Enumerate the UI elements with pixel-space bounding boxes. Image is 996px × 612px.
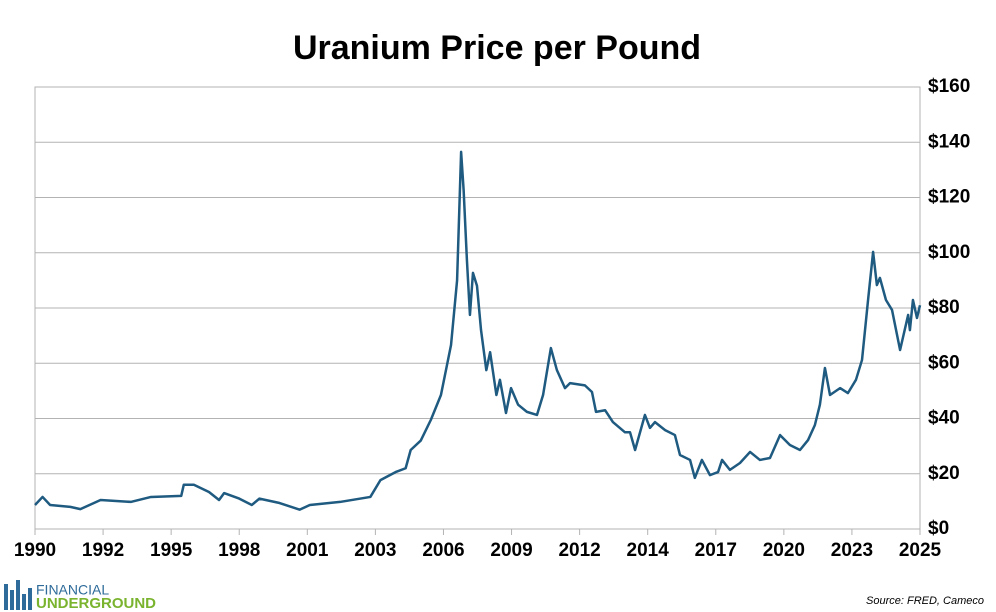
chart-title: Uranium Price per Pound xyxy=(293,29,701,67)
x-tick-label: 2003 xyxy=(354,540,396,561)
y-tick-label: $20 xyxy=(928,463,960,484)
y-tick-label: $140 xyxy=(928,131,970,152)
x-tick-label: 2025 xyxy=(899,540,942,561)
x-tick-label: 2020 xyxy=(763,540,805,561)
y-tick-label: $40 xyxy=(928,408,960,429)
x-tick-label: 2009 xyxy=(490,540,532,561)
y-tick-label: $80 xyxy=(928,297,960,318)
logo-bar xyxy=(16,580,20,610)
logo-bar xyxy=(10,590,14,610)
y-tick-label: $0 xyxy=(928,518,949,539)
x-tick-label: 2012 xyxy=(558,540,600,561)
y-tick-label: $160 xyxy=(928,76,970,97)
logo-bar xyxy=(4,584,8,610)
x-tick-label: 1992 xyxy=(82,540,124,561)
logo-bottom: UNDERGROUND xyxy=(36,595,156,612)
logo: FINANCIAL UNDERGROUND xyxy=(4,580,156,612)
logo-bar xyxy=(22,594,26,610)
x-tick-label: 1995 xyxy=(150,540,193,561)
y-tick-label: $60 xyxy=(928,352,960,373)
y-tick-label: $100 xyxy=(928,242,970,263)
x-tick-label: 2001 xyxy=(286,540,329,561)
x-tick-label: 2006 xyxy=(422,540,464,561)
line xyxy=(34,150,922,511)
x-tick-label: 2014 xyxy=(627,540,670,561)
x-tick-label: 2023 xyxy=(831,540,873,561)
x-tick-label: 1990 xyxy=(14,540,56,561)
x-tick-label: 1998 xyxy=(218,540,260,561)
logo-bar xyxy=(28,588,32,610)
logo-top: FINANCIAL xyxy=(36,582,109,598)
y-tick-label: $120 xyxy=(928,187,970,208)
x-tick-label: 2017 xyxy=(695,540,737,561)
source: Source: FRED, Cameco xyxy=(866,595,984,607)
